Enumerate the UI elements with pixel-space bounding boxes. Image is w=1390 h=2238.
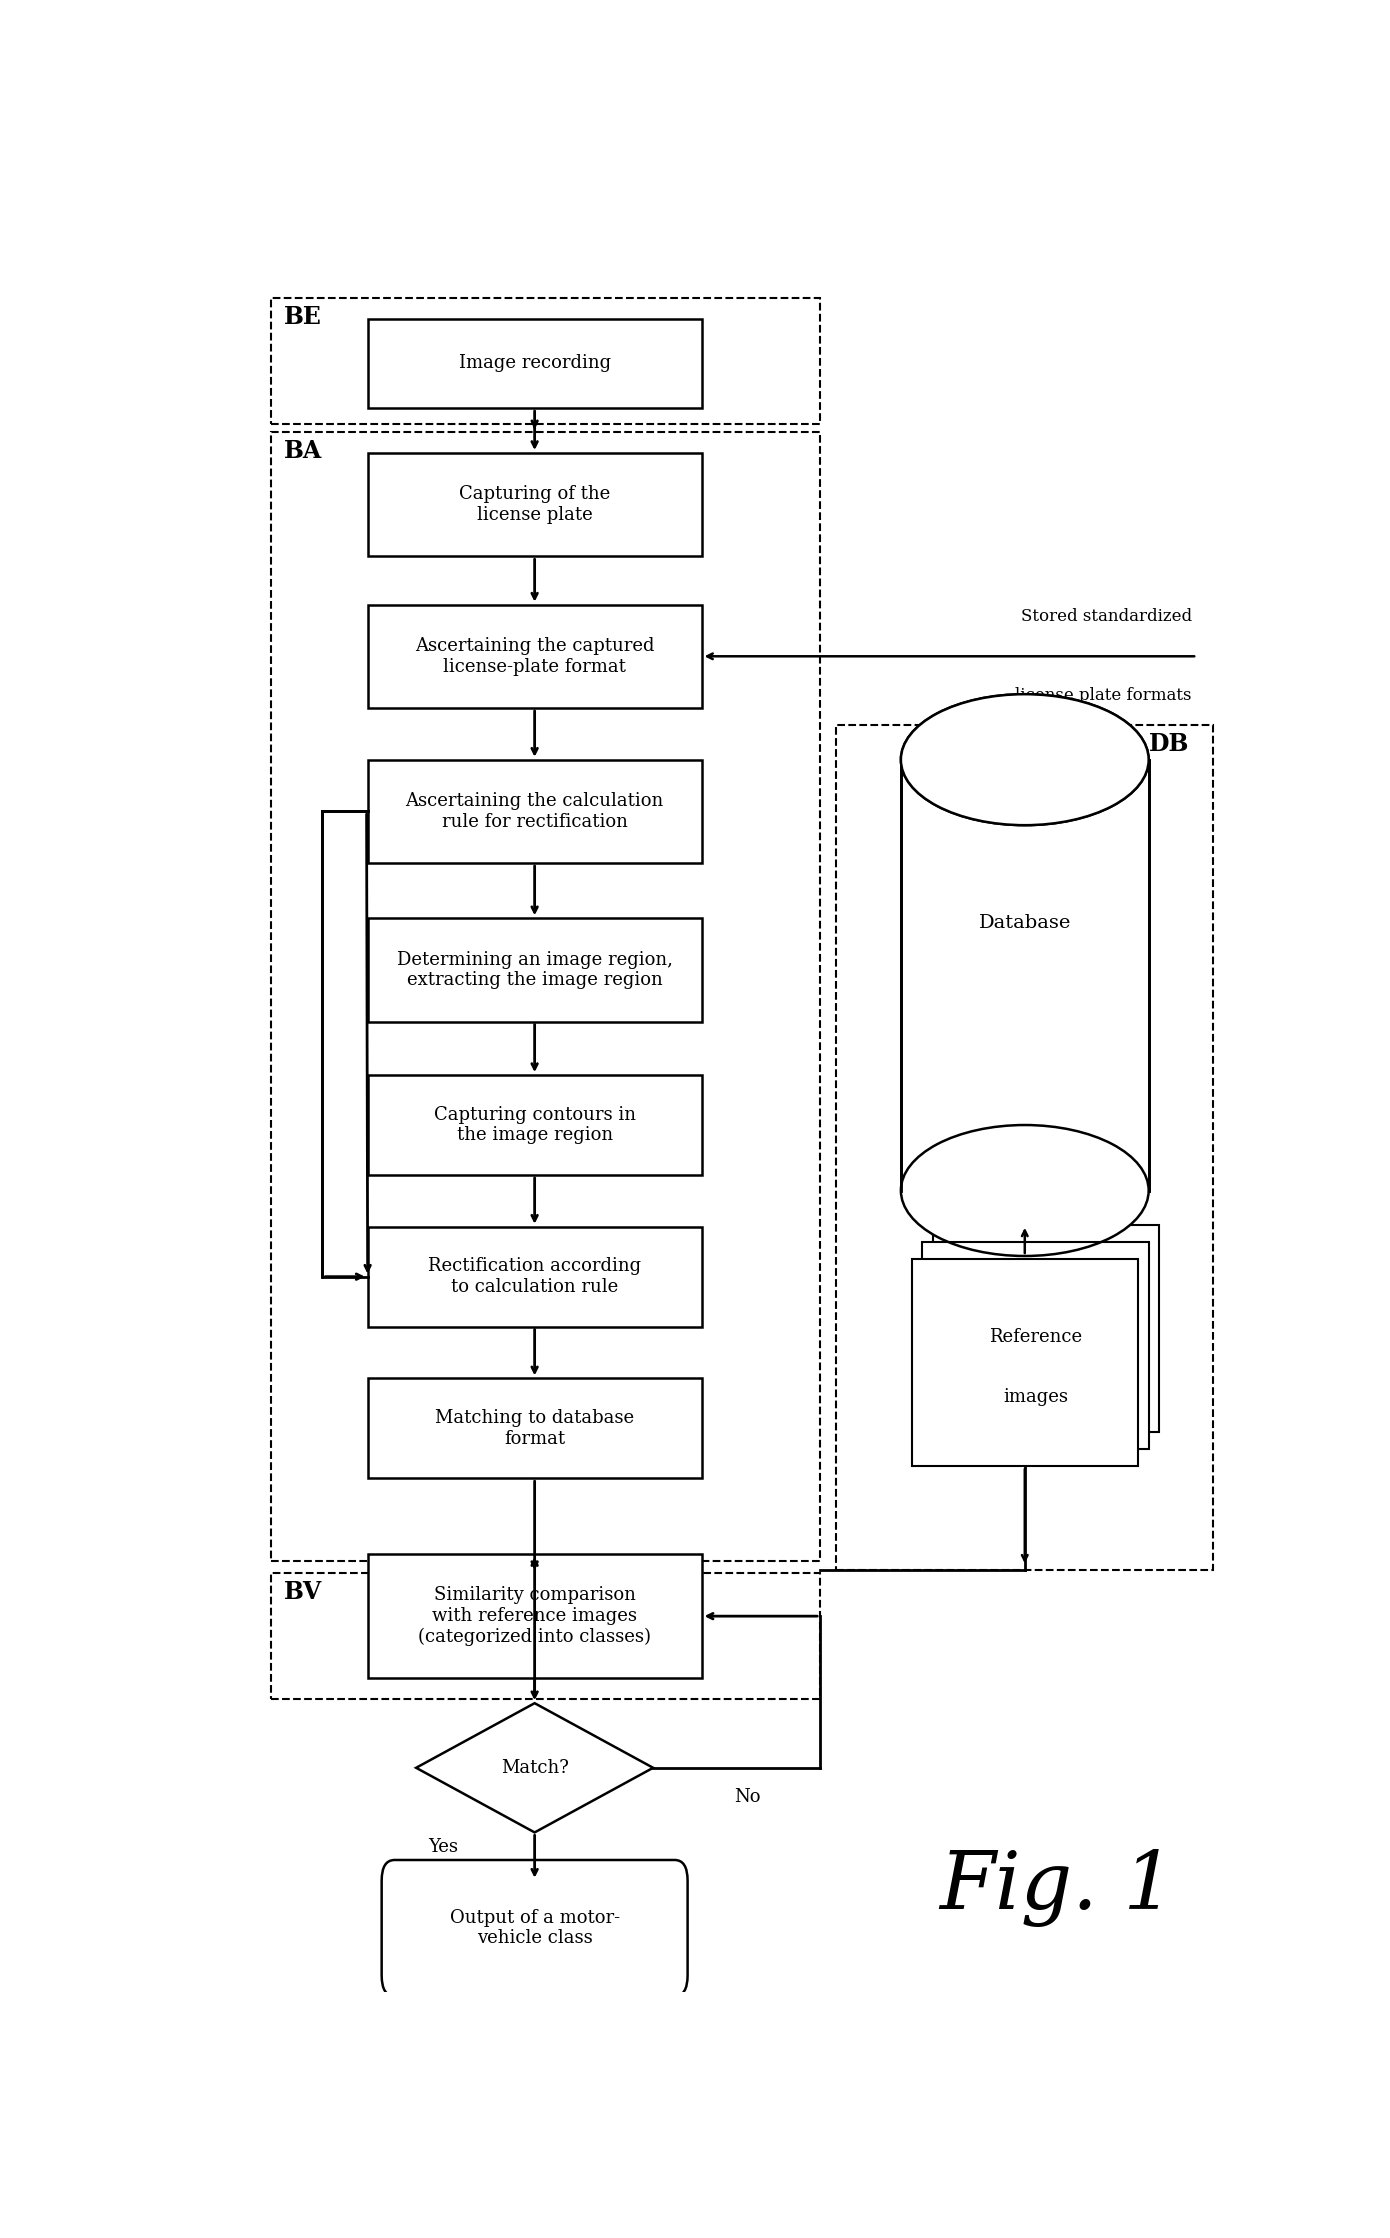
Ellipse shape (901, 694, 1148, 826)
FancyBboxPatch shape (912, 1260, 1138, 1466)
FancyBboxPatch shape (367, 1226, 702, 1327)
FancyBboxPatch shape (271, 298, 820, 423)
Text: Match?: Match? (500, 1759, 569, 1777)
Text: DB: DB (1148, 732, 1188, 756)
Text: Output of a motor-
vehicle class: Output of a motor- vehicle class (449, 1909, 620, 1947)
Text: Database: Database (979, 915, 1070, 933)
FancyBboxPatch shape (933, 1224, 1159, 1432)
Text: Capturing of the
license plate: Capturing of the license plate (459, 486, 610, 524)
Text: images: images (1004, 1388, 1068, 1405)
FancyBboxPatch shape (367, 452, 702, 557)
Polygon shape (416, 1703, 653, 1833)
FancyBboxPatch shape (923, 1242, 1148, 1448)
Text: BE: BE (284, 304, 321, 329)
Ellipse shape (901, 694, 1148, 826)
Text: Fig. 1: Fig. 1 (940, 1849, 1175, 1927)
FancyBboxPatch shape (367, 318, 702, 407)
Text: Ascertaining the captured
license-plate format: Ascertaining the captured license-plate … (414, 638, 655, 676)
Text: No: No (734, 1788, 760, 1806)
FancyBboxPatch shape (367, 604, 702, 707)
Text: BV: BV (284, 1580, 321, 1605)
Text: license plate formats: license plate formats (1015, 687, 1191, 705)
Text: Stored standardized: Stored standardized (1020, 609, 1191, 624)
Text: Matching to database
format: Matching to database format (435, 1410, 634, 1448)
FancyBboxPatch shape (367, 759, 702, 864)
FancyBboxPatch shape (367, 1553, 702, 1678)
Text: Rectification according
to calculation rule: Rectification according to calculation r… (428, 1258, 641, 1296)
Text: Determining an image region,
extracting the image region: Determining an image region, extracting … (396, 951, 673, 989)
Text: Similarity comparison
with reference images
(categorized into classes): Similarity comparison with reference ima… (418, 1587, 651, 1647)
FancyBboxPatch shape (367, 1379, 702, 1479)
Polygon shape (901, 759, 1148, 1191)
Text: Yes: Yes (428, 1837, 459, 1858)
Ellipse shape (901, 1126, 1148, 1256)
FancyBboxPatch shape (271, 1573, 820, 1699)
Text: BA: BA (284, 439, 322, 463)
FancyBboxPatch shape (367, 918, 702, 1021)
FancyBboxPatch shape (271, 432, 820, 1562)
FancyBboxPatch shape (382, 1860, 688, 1996)
Text: Reference: Reference (990, 1327, 1081, 1345)
Text: Image recording: Image recording (459, 354, 610, 372)
Text: Capturing contours in
the image region: Capturing contours in the image region (434, 1106, 635, 1144)
Text: Ascertaining the calculation
rule for rectification: Ascertaining the calculation rule for re… (406, 792, 664, 830)
FancyBboxPatch shape (367, 1074, 702, 1175)
FancyBboxPatch shape (837, 725, 1213, 1569)
